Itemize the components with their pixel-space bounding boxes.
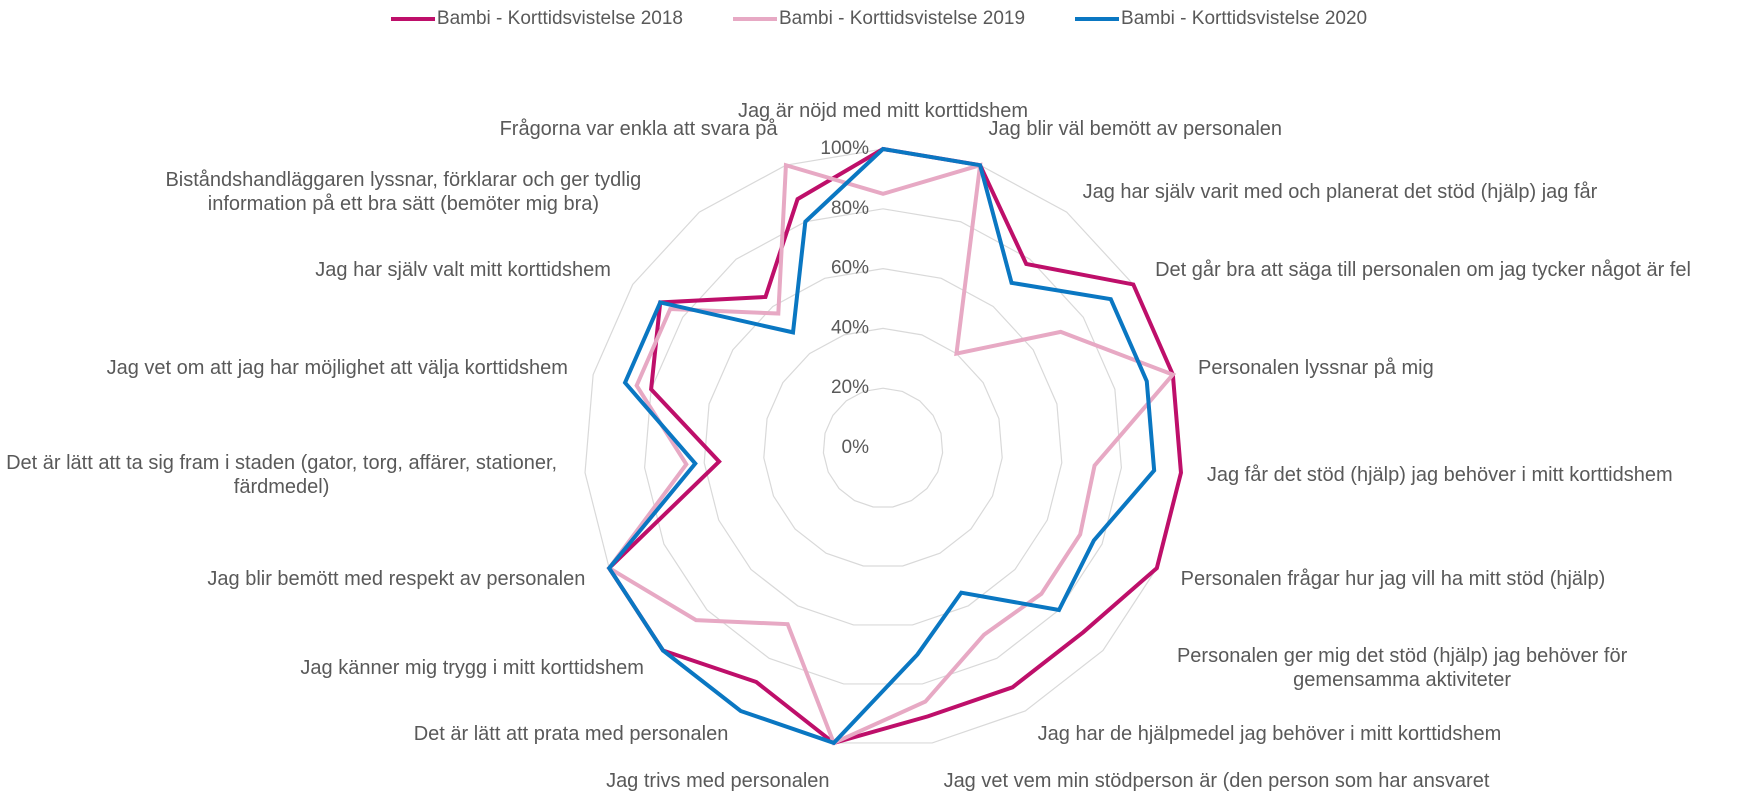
tick-label: 40% [831,317,869,338]
category-label: Personalen frågar hur jag vill ha mitt s… [1180,567,1606,590]
tick-label: 100% [820,138,869,159]
legend-swatch [1075,17,1120,21]
category-label: Jag är nöjd med mitt korttidshem [737,100,1029,122]
legend-swatch [390,17,435,21]
series-line [606,146,1157,746]
series-line [606,162,1177,746]
category-label: Jag vet om att jag har möjlighet att väl… [106,357,568,380]
category-label: Personalen ger mig det stöd (hjälp) jag … [1176,645,1628,692]
category-label: Jag blir bemött med respekt av personale… [207,567,586,590]
legend-label: Bambi - Korttidsvistelse 2020 [1121,8,1368,29]
legend-swatch [732,17,777,21]
category-label: Jag känner mig trygg i mitt korttidshem [300,657,644,680]
category-label: Jag har själv varit med och planerat det… [1082,180,1598,203]
grid-ring [763,327,1003,567]
legend-label: Bambi - Korttidsvistelse 2018 [436,8,683,29]
legend-item: Bambi - Korttidsvistelse 2019 [732,8,1026,30]
tick-label: 60% [831,258,869,279]
tick-label: 20% [831,377,869,398]
legend-label: Bambi - Korttidsvistelse 2019 [778,8,1026,29]
category-label: Jag blir väl bemött av personalen [988,117,1283,140]
grid-ring [703,267,1063,626]
legend: Bambi - Korttidsvistelse 2018 Bambi - Kor… [0,8,1758,30]
category-label: Jag får det stöd (hjälp) jag behöver i m… [1206,463,1673,486]
grid-ring [644,208,1122,685]
series-line [606,146,1183,746]
category-label: Personalen lyssnar på mig [1198,357,1434,380]
tick-label: 80% [831,198,869,219]
grid-ring [822,387,944,508]
legend-item: Bambi - Korttidsvistelse 2018 [390,8,683,30]
category-label: Det är lätt att ta sig fram i staden (ga… [6,451,558,498]
tick-label: 0% [842,437,870,458]
legend-item: Bambi - Korttidsvistelse 2020 [1075,8,1367,30]
category-label: Jag har de hjälpmedel jag behöver i mitt… [1037,722,1502,745]
category-label: Det går bra att säga till personalen om … [1155,259,1691,282]
category-label: Jag har själv valt mitt korttidshem [315,259,611,282]
category-label: Det är lätt att prata med personalen [413,722,729,745]
category-label: Frågorna var enkla att svara på [499,117,778,140]
category-label: Jag trivs med personalen [606,769,830,792]
category-label: Biståndshandläggaren lyssnar, förklarar … [165,168,642,215]
category-label: Jag vet vem min stödperson är (den perso… [943,769,1490,795]
